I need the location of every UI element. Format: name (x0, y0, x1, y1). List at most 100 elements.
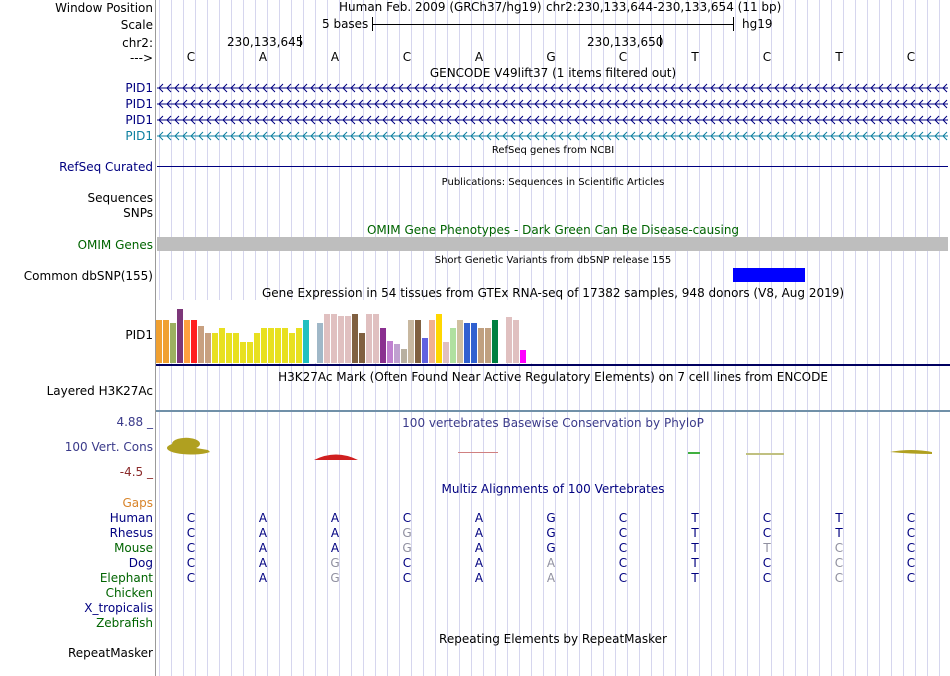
gtex-tissue-bar[interactable] (268, 328, 274, 363)
gtex-tissue-bar[interactable] (401, 349, 407, 363)
gencode-transcript-line[interactable] (157, 114, 948, 126)
gtex-label[interactable]: PID1 (125, 328, 153, 342)
sequence-base: A (330, 50, 340, 64)
dbsnp-variant[interactable] (733, 268, 805, 282)
gencode-transcript-label[interactable]: PID1 (125, 129, 153, 143)
gtex-tissue-bar[interactable] (338, 316, 344, 363)
h3k27ac-title: H3K27Ac Mark (Often Found Near Active Re… (278, 370, 828, 384)
alignment-base: C (618, 526, 628, 540)
species-label[interactable]: Rhesus (109, 526, 153, 540)
publications-sequences-label[interactable]: Sequences (87, 191, 153, 205)
gtex-tissue-bar[interactable] (457, 320, 463, 363)
species-label[interactable]: Human (109, 511, 153, 525)
gtex-tissue-bar[interactable] (513, 320, 519, 363)
gtex-tissue-bar[interactable] (240, 342, 246, 363)
gencode-transcript-label[interactable]: PID1 (125, 81, 153, 95)
gencode-transcript-line[interactable] (157, 98, 948, 110)
omim-feature-bar[interactable] (157, 237, 948, 251)
gencode-transcript-label[interactable]: PID1 (125, 113, 153, 127)
alignment-base: C (186, 526, 196, 540)
gtex-tissue-bar[interactable] (492, 320, 498, 363)
gencode-transcript-label[interactable]: PID1 (125, 97, 153, 111)
gtex-tissue-bar[interactable] (471, 323, 477, 363)
phylop-label[interactable]: 100 Vert. Cons (64, 440, 153, 454)
sequence-base: C (762, 50, 772, 64)
gtex-tissue-bar[interactable] (331, 314, 337, 363)
gtex-tissue-bar[interactable] (352, 314, 358, 363)
species-label[interactable]: Mouse (114, 541, 153, 555)
gtex-tissue-bar[interactable] (464, 323, 470, 363)
gtex-tissue-bar[interactable] (191, 320, 197, 363)
gtex-tissue-bar[interactable] (184, 320, 190, 363)
phylop-plot[interactable] (156, 432, 950, 462)
gtex-tissue-bar[interactable] (436, 314, 442, 363)
gtex-tissue-bar[interactable] (247, 342, 253, 363)
gtex-tissue-bar[interactable] (380, 328, 386, 363)
gtex-tissue-bar[interactable] (324, 314, 330, 363)
species-label[interactable]: Dog (128, 556, 153, 570)
gtex-tissue-bar[interactable] (345, 316, 351, 363)
alignment-base: C (186, 571, 196, 585)
multiz-title: Multiz Alignments of 100 Vertebrates (441, 482, 665, 496)
gtex-tissue-bar[interactable] (296, 328, 302, 363)
gtex-tissue-bar[interactable] (485, 328, 491, 363)
gtex-tissue-bar[interactable] (275, 328, 281, 363)
h3k27ac-label[interactable]: Layered H3K27Ac (46, 384, 153, 398)
gtex-tissue-bar[interactable] (198, 326, 204, 363)
gtex-tissue-bar[interactable] (394, 344, 400, 363)
phylop-title: 100 vertebrates Basewise Conservation by… (402, 416, 704, 430)
species-label[interactable]: Zebrafish (96, 616, 153, 630)
gtex-tissue-bar[interactable] (408, 320, 414, 363)
gtex-tissue-bar[interactable] (303, 320, 309, 363)
gtex-bar-chart[interactable] (156, 300, 536, 363)
gtex-tissue-bar[interactable] (219, 328, 225, 363)
gtex-tissue-bar[interactable] (366, 314, 372, 363)
gtex-tissue-bar[interactable] (478, 328, 484, 363)
gtex-tissue-bar[interactable] (282, 328, 288, 363)
refseq-label[interactable]: RefSeq Curated (59, 160, 153, 174)
species-label[interactable]: X_tropicalis (84, 601, 153, 615)
gtex-tissue-bar[interactable] (233, 333, 239, 363)
gtex-tissue-bar[interactable] (373, 314, 379, 363)
gtex-tissue-bar[interactable] (254, 333, 260, 363)
gtex-tissue-bar[interactable] (443, 342, 449, 363)
gtex-tissue-bar[interactable] (359, 333, 365, 363)
gtex-tissue-bar[interactable] (429, 320, 435, 363)
gtex-baseline (156, 364, 950, 366)
refseq-gene-line[interactable] (157, 166, 948, 167)
gtex-tissue-bar[interactable] (415, 320, 421, 363)
publications-snps-label[interactable]: SNPs (123, 206, 153, 220)
gtex-tissue-bar[interactable] (212, 333, 218, 363)
gaps-label[interactable]: Gaps (122, 496, 153, 510)
gtex-tissue-bar[interactable] (317, 323, 323, 363)
species-label[interactable]: Chicken (105, 586, 153, 600)
gencode-transcript-line[interactable] (157, 82, 948, 94)
omim-label[interactable]: OMIM Genes (77, 238, 153, 252)
gtex-tissue-bar[interactable] (156, 320, 162, 363)
gtex-tissue-bar[interactable] (226, 333, 232, 363)
scale-label: Scale (120, 18, 153, 32)
gtex-tissue-bar[interactable] (289, 333, 295, 363)
gtex-tissue-bar[interactable] (205, 333, 211, 363)
window-position-label: Window Position (55, 1, 153, 15)
gtex-tissue-bar[interactable] (422, 338, 428, 363)
gencode-transcript-line[interactable] (157, 130, 948, 142)
scale-bar (372, 24, 734, 25)
gtex-tissue-bar[interactable] (450, 328, 456, 363)
dbsnp-label[interactable]: Common dbSNP(155) (23, 269, 153, 283)
species-label[interactable]: Elephant (99, 571, 153, 585)
gencode-arrow-line (157, 83, 948, 93)
alignment-base: C (186, 541, 196, 555)
gtex-tissue-bar[interactable] (163, 320, 169, 363)
alignment-base: T (835, 526, 843, 540)
gtex-tissue-bar[interactable] (506, 317, 512, 363)
sequence-base: G (546, 50, 556, 64)
gtex-tissue-bar[interactable] (387, 341, 393, 363)
repeatmasker-label[interactable]: RepeatMasker (67, 646, 153, 660)
gtex-tissue-bar[interactable] (261, 328, 267, 363)
gtex-tissue-bar[interactable] (170, 323, 176, 363)
gtex-tissue-bar[interactable] (177, 309, 183, 363)
phylop-glyph-g (458, 452, 498, 453)
gtex-tissue-bar[interactable] (520, 350, 526, 363)
